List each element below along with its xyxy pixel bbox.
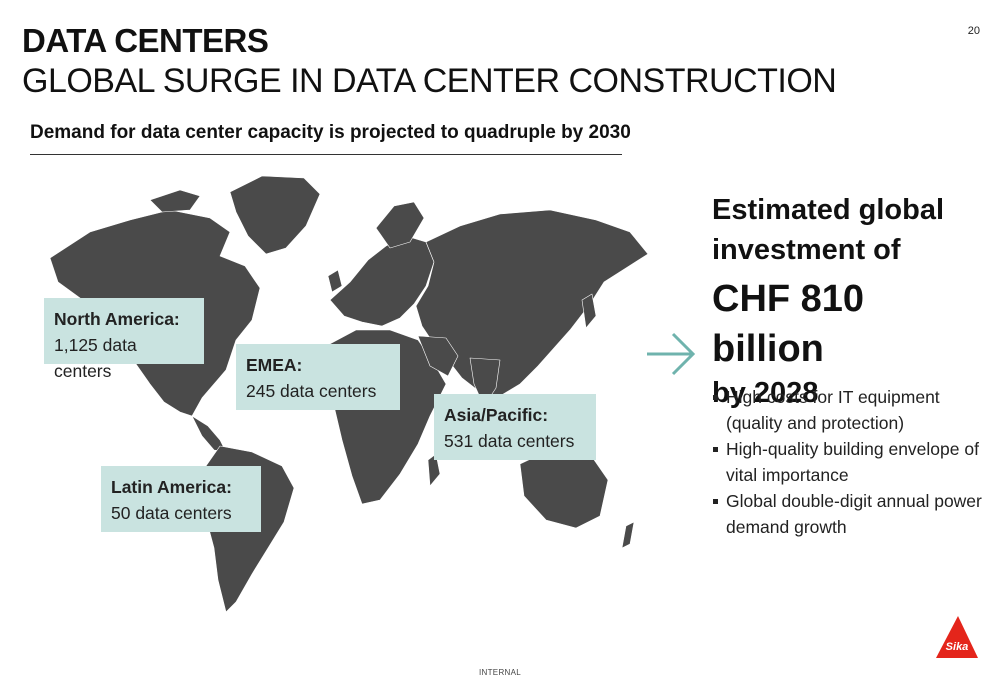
region-name: EMEA:	[246, 355, 303, 375]
scandinavia-landmass	[375, 201, 425, 249]
canada-islands	[149, 189, 201, 213]
arabia-landmass	[417, 335, 459, 377]
region-value: 50 data centers	[111, 503, 232, 523]
north-america-callout: North America: 1,125 data centers	[44, 298, 204, 381]
logo-text: Sika	[946, 641, 969, 653]
tagline-divider	[30, 154, 622, 155]
classification-label: INTERNAL	[479, 668, 521, 677]
asia-landmass	[415, 209, 649, 397]
asia-pacific-callout: Asia/Pacific: 531 data centers	[434, 394, 596, 460]
greenland-landmass	[229, 175, 321, 255]
region-value: 531 data centers	[444, 431, 575, 451]
region-value: 1,125 data centers	[54, 335, 137, 381]
bullet-item: High-quality building envelope of vital …	[712, 436, 982, 488]
latin-america-callout: Latin America: 50 data centers	[101, 466, 261, 532]
europe-landmass	[329, 235, 435, 327]
page-number: 20	[967, 25, 980, 37]
investment-amount: CHF 810 billion	[712, 278, 865, 370]
region-name: Asia/Pacific:	[444, 405, 549, 425]
region-value: 245 data centers	[246, 381, 377, 401]
region-name: Latin America:	[111, 477, 232, 497]
madagascar-landmass	[427, 453, 441, 487]
investment-line1: Estimated global	[712, 194, 945, 226]
bullet-item: Global double-digit annual power demand …	[712, 488, 982, 540]
emea-callout: EMEA: 245 data centers	[236, 344, 400, 410]
region-name: North America:	[54, 309, 180, 329]
page-title: DATA CENTERS	[22, 22, 269, 59]
sika-logo: Sika	[936, 616, 978, 658]
bullet-list: High costs for IT equipment (quality and…	[712, 384, 982, 540]
bullet-item: High costs for IT equipment (quality and…	[712, 384, 982, 436]
world-map	[49, 175, 649, 613]
tagline: Demand for data center capacity is proje…	[30, 122, 631, 143]
japan-landmass	[581, 293, 597, 329]
right-arrow-icon	[647, 332, 696, 376]
new-zealand-landmass	[621, 521, 635, 549]
uk-landmass	[327, 269, 343, 293]
investment-year: by 2028	[712, 377, 819, 409]
investment-panel: Estimated global investment of CHF 810 b…	[712, 190, 982, 412]
australia-landmass	[519, 447, 609, 529]
page-subtitle: GLOBAL SURGE IN DATA CENTER CONSTRUCTION	[22, 62, 837, 100]
investment-line2: investment of	[712, 234, 901, 266]
